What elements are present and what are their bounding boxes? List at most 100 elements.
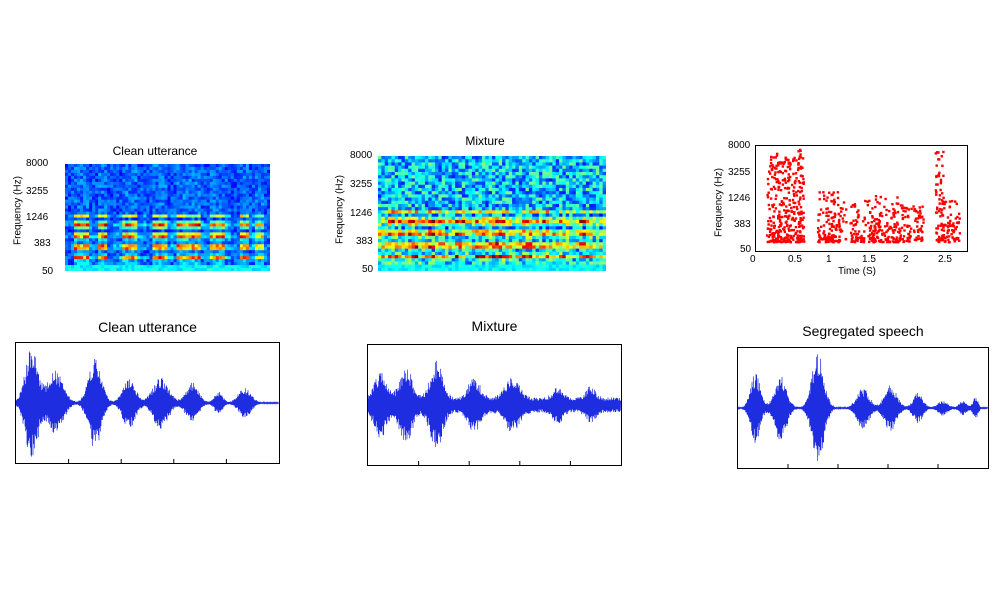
- heatmap-cell: [384, 248, 389, 253]
- heatmap-cell: [495, 261, 500, 266]
- heatmap-cell: [122, 208, 126, 213]
- heatmap-cell: [572, 171, 577, 176]
- heatmap-cell: [492, 178, 496, 183]
- heatmap-cell: [488, 175, 493, 179]
- heatmap-cell: [441, 216, 446, 221]
- heatmap-cell: [212, 265, 217, 269]
- heatmap-cell: [119, 232, 123, 236]
- heatmap-cell: [218, 196, 223, 201]
- heatmap-cell: [158, 166, 163, 171]
- heatmap-cell: [242, 166, 247, 171]
- heatmap-cell: [471, 258, 476, 263]
- heatmap-cell: [104, 184, 108, 189]
- heatmap-cell: [128, 223, 132, 228]
- heatmap-cell: [113, 238, 117, 242]
- heatmap-cell: [428, 226, 433, 231]
- heatmap-cell: [245, 238, 250, 242]
- heatmap-cell: [173, 262, 178, 266]
- heatmap-cell: [101, 229, 105, 233]
- heatmap-cell: [465, 235, 470, 240]
- heatmap-cell: [74, 229, 78, 233]
- heatmap-cell: [188, 241, 193, 245]
- heatmap-cell: [170, 193, 175, 198]
- heatmap-cell: [441, 207, 446, 211]
- heatmap-cell: [505, 219, 510, 224]
- heatmap-cell: [394, 203, 399, 208]
- heatmap-cell: [260, 193, 265, 198]
- heatmap-cell: [83, 235, 87, 239]
- heatmap-cell: [176, 253, 181, 257]
- heatmap-cell: [203, 229, 208, 233]
- heatmap-cell: [555, 261, 560, 266]
- heatmap-cell: [218, 262, 223, 266]
- heatmap-cell: [481, 200, 486, 205]
- heatmap-cell: [113, 178, 117, 183]
- heatmap-cell: [185, 190, 190, 195]
- heatmap-cell: [110, 256, 114, 260]
- heatmap-cell: [589, 191, 594, 195]
- heatmap-cell: [260, 178, 265, 183]
- heatmap-cell: [585, 178, 590, 183]
- heatmap-cell: [411, 181, 416, 186]
- heatmap-cell: [592, 213, 597, 218]
- heatmap-cell: [485, 203, 490, 208]
- heatmap-cell: [251, 253, 256, 257]
- heatmap-cell: [164, 187, 169, 192]
- heatmap-cell: [431, 219, 436, 224]
- heatmap-cell: [152, 178, 157, 183]
- heatmap-cell: [465, 251, 470, 256]
- heatmap-cell: [197, 241, 202, 245]
- heatmap-cell: [182, 172, 187, 177]
- heatmap-cell: [381, 178, 386, 183]
- heatmap-cell: [245, 268, 250, 271]
- heatmap-cell: [218, 229, 223, 233]
- heatmap-cell: [585, 226, 590, 231]
- heatmap-cell: [414, 267, 419, 271]
- heatmap-cell: [104, 229, 108, 233]
- heatmap-cell: [575, 251, 580, 256]
- heatmap-cell: [602, 229, 606, 234]
- heatmap-cell: [95, 223, 99, 228]
- heatmap-cell: [538, 264, 543, 269]
- heatmap-cell: [92, 187, 96, 192]
- heatmap-cell: [435, 239, 439, 243]
- heatmap-cell: [545, 191, 550, 195]
- heatmap-cell: [80, 202, 84, 207]
- heatmap-cell: [194, 262, 199, 266]
- heatmap-cell: [185, 193, 190, 198]
- heatmap-cell: [113, 187, 117, 192]
- heatmap-cell: [227, 196, 232, 201]
- heatmap-cell: [414, 213, 419, 218]
- heatmap-cell: [589, 232, 594, 237]
- heatmap-cell: [65, 253, 69, 257]
- heatmap-cell: [495, 207, 500, 211]
- heatmap-cell: [140, 244, 144, 248]
- heatmap-cell: [134, 226, 138, 230]
- heatmap-cell: [404, 264, 409, 269]
- heatmap-cell: [182, 184, 187, 189]
- heatmap-cell: [149, 199, 154, 204]
- heatmap-cell: [152, 190, 157, 195]
- heatmap-cell: [206, 187, 211, 192]
- heatmap-cell: [502, 235, 507, 240]
- heatmap-cell: [492, 264, 496, 269]
- heatmap-cell: [215, 164, 220, 168]
- heatmap-cell: [182, 256, 187, 260]
- heatmap-cell: [595, 194, 600, 199]
- heatmap-cell: [200, 241, 205, 245]
- heatmap-cell: [137, 196, 141, 201]
- heatmap-cell: [224, 268, 229, 271]
- heatmap-cell: [408, 242, 413, 247]
- heatmap-cell: [522, 251, 527, 256]
- heatmap-cell: [71, 199, 75, 204]
- heatmap-cell: [549, 242, 553, 247]
- heatmap-cell: [125, 268, 129, 271]
- heatmap-cell: [391, 162, 396, 167]
- heatmap-cell: [418, 168, 423, 173]
- heatmap-cell: [455, 223, 460, 227]
- heatmap-cell: [254, 214, 259, 219]
- heatmap-cell: [89, 199, 93, 204]
- heatmap-cell: [149, 229, 154, 233]
- heatmap-cell: [599, 223, 604, 227]
- heatmap-cell: [411, 194, 416, 199]
